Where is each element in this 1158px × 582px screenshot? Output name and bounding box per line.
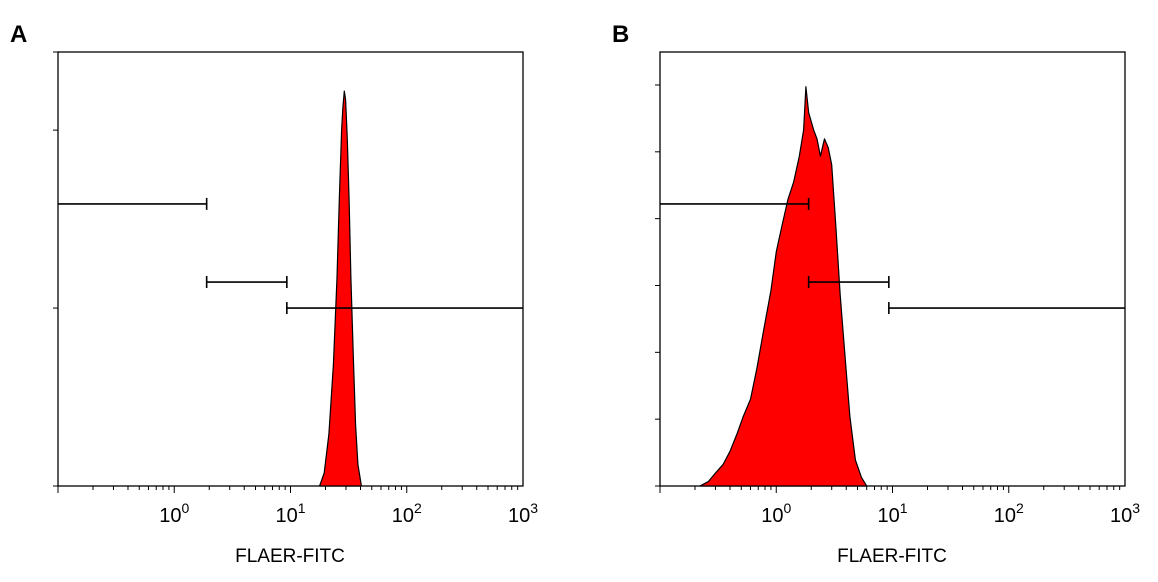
x-tick-label: 100 bbox=[159, 500, 189, 527]
panel-b-label: B bbox=[612, 21, 629, 48]
panel-b-x-axis: 100 101 102 103 bbox=[659, 486, 1140, 527]
panel-a-plot-area bbox=[57, 51, 524, 487]
gate-marker-3 bbox=[286, 302, 523, 315]
x-tick-label: 100 bbox=[761, 500, 791, 527]
gate-marker-2 bbox=[807, 276, 890, 289]
panel-b-histogram bbox=[699, 86, 868, 487]
panel-b-y-axis bbox=[655, 84, 660, 487]
x-tick-label: 103 bbox=[508, 500, 538, 527]
x-tick-label: 102 bbox=[994, 500, 1024, 527]
panel-a-x-axis: 100 101 102 103 bbox=[57, 486, 538, 527]
panel-a-histogram bbox=[319, 90, 362, 487]
gate-marker-3 bbox=[888, 302, 1125, 315]
panel-b-markers bbox=[660, 197, 1125, 315]
gate-marker-1 bbox=[58, 197, 208, 210]
panel-a-x-axis-label: FLAER-FITC bbox=[235, 546, 345, 567]
histogram-fill bbox=[319, 90, 362, 487]
x-tick-label: 102 bbox=[392, 500, 422, 527]
panel-b-plot-area bbox=[659, 51, 1126, 487]
panel-a-markers bbox=[58, 197, 523, 315]
x-tick-label: 103 bbox=[1110, 500, 1140, 527]
x-tick-label: 101 bbox=[275, 500, 305, 527]
x-tick-label: 101 bbox=[877, 500, 907, 527]
histogram-fill bbox=[699, 86, 868, 487]
gate-marker-2 bbox=[205, 276, 288, 289]
panel-a: A 100 101 102 103 FLAER-FITC bbox=[10, 21, 538, 567]
gate-marker-1 bbox=[660, 197, 810, 210]
panel-b-x-axis-label: FLAER-FITC bbox=[837, 546, 947, 567]
panel-a-y-axis bbox=[53, 51, 58, 487]
panel-b: B 100 101 102 103 FLAER-FITC bbox=[612, 21, 1140, 567]
panel-a-label: A bbox=[10, 21, 27, 48]
